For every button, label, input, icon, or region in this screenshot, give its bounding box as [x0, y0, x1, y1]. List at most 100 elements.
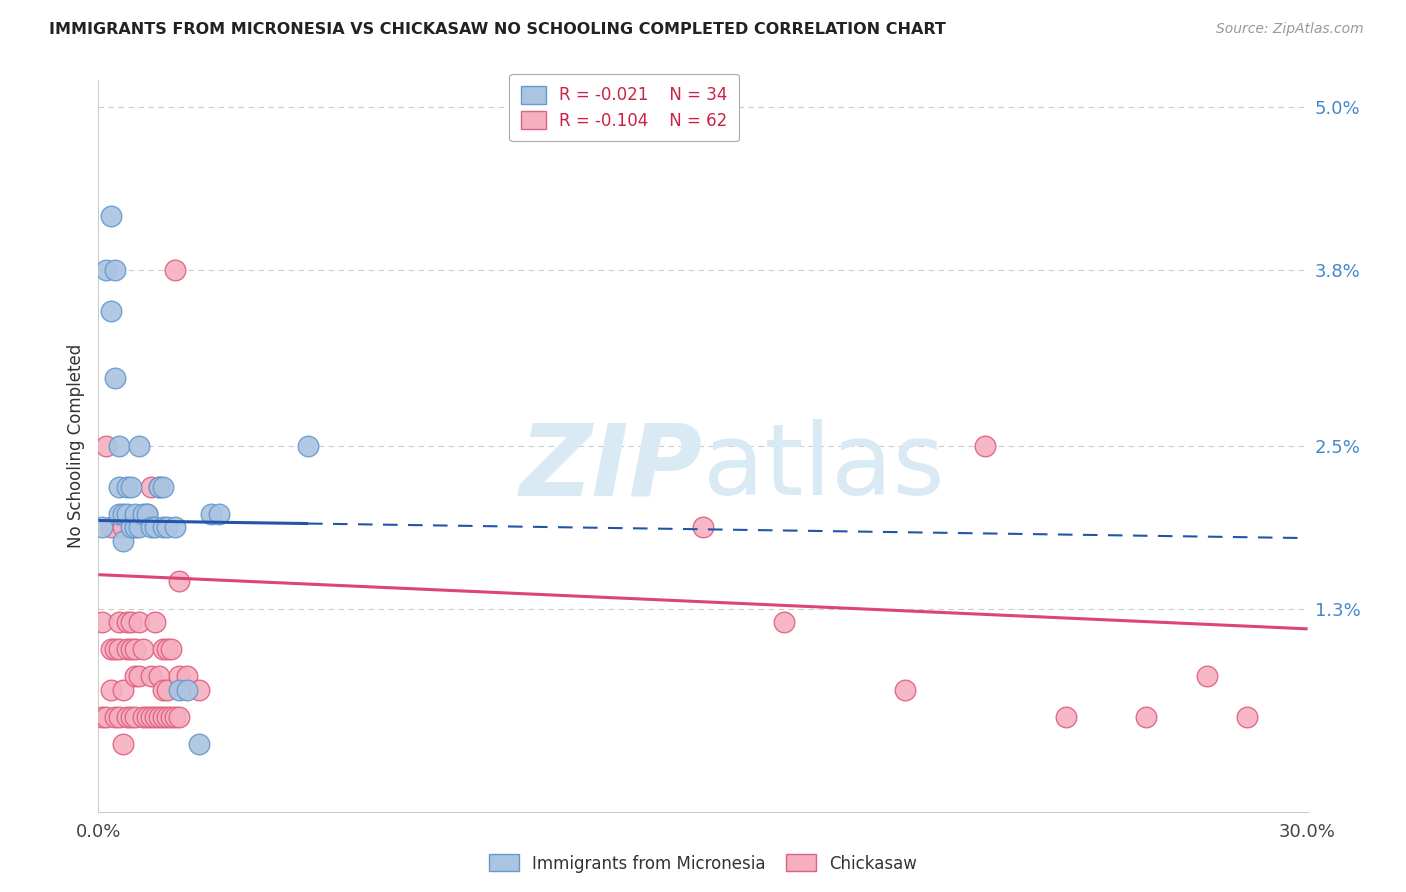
Point [91, 615, 114, 629]
Point [139, 710, 162, 724]
Point [128, 669, 150, 683]
Point [297, 439, 319, 453]
Point [103, 371, 125, 385]
Point [692, 520, 714, 534]
Point [128, 615, 150, 629]
Legend: Immigrants from Micronesia, Chickasaw: Immigrants from Micronesia, Chickasaw [482, 847, 924, 880]
Point [96, 710, 118, 724]
Point [124, 520, 146, 534]
Legend: R = -0.021    N = 34, R = -0.104    N = 62: R = -0.021 N = 34, R = -0.104 N = 62 [509, 74, 740, 141]
Point [152, 710, 174, 724]
Point [111, 682, 134, 697]
Point [974, 439, 997, 453]
Point [139, 480, 162, 494]
Point [100, 642, 122, 657]
Point [100, 209, 122, 223]
Point [143, 520, 166, 534]
Point [107, 710, 129, 724]
Point [772, 615, 794, 629]
Point [163, 263, 186, 277]
Point [160, 710, 183, 724]
Point [103, 642, 125, 657]
Point [120, 642, 142, 657]
Point [115, 710, 138, 724]
Point [100, 682, 122, 697]
Point [115, 507, 138, 521]
Point [115, 642, 138, 657]
Point [111, 533, 134, 548]
Point [152, 682, 174, 697]
Point [91, 520, 114, 534]
Y-axis label: No Schooling Completed: No Schooling Completed [66, 344, 84, 548]
Point [200, 507, 222, 521]
Point [152, 520, 174, 534]
Point [152, 480, 174, 494]
Point [143, 615, 166, 629]
Point [176, 669, 198, 683]
Point [103, 263, 125, 277]
Point [100, 520, 122, 534]
Point [148, 480, 170, 494]
Point [1054, 710, 1077, 724]
Point [128, 520, 150, 534]
Point [91, 710, 114, 724]
Point [188, 682, 211, 697]
Point [176, 682, 198, 697]
Point [167, 682, 190, 697]
Point [132, 642, 155, 657]
Point [143, 710, 166, 724]
Point [135, 507, 157, 521]
Point [124, 520, 146, 534]
Point [120, 480, 142, 494]
Point [96, 263, 118, 277]
Text: atlas: atlas [703, 419, 945, 516]
Point [115, 480, 138, 494]
Point [135, 507, 157, 521]
Point [167, 574, 190, 589]
Point [100, 303, 122, 318]
Point [124, 507, 146, 521]
Point [156, 642, 179, 657]
Point [96, 439, 118, 453]
Point [160, 642, 183, 657]
Text: Source: ZipAtlas.com: Source: ZipAtlas.com [1216, 22, 1364, 37]
Point [124, 669, 146, 683]
Point [107, 642, 129, 657]
Point [148, 669, 170, 683]
Point [107, 507, 129, 521]
Point [107, 439, 129, 453]
Point [1195, 669, 1218, 683]
Point [115, 615, 138, 629]
Point [1135, 710, 1157, 724]
Point [167, 669, 190, 683]
Point [124, 710, 146, 724]
Point [893, 682, 915, 697]
Point [156, 682, 179, 697]
Point [107, 480, 129, 494]
Point [156, 710, 179, 724]
Point [148, 710, 170, 724]
Text: ZIP: ZIP [520, 419, 703, 516]
Point [1236, 710, 1258, 724]
Point [132, 507, 155, 521]
Point [111, 507, 134, 521]
Point [148, 480, 170, 494]
Point [167, 710, 190, 724]
Point [124, 642, 146, 657]
Point [120, 520, 142, 534]
Point [132, 710, 155, 724]
Point [139, 520, 162, 534]
Point [163, 710, 186, 724]
Point [120, 615, 142, 629]
Point [188, 737, 211, 751]
Point [103, 710, 125, 724]
Point [139, 669, 162, 683]
Point [156, 520, 179, 534]
Text: IMMIGRANTS FROM MICRONESIA VS CHICKASAW NO SCHOOLING COMPLETED CORRELATION CHART: IMMIGRANTS FROM MICRONESIA VS CHICKASAW … [49, 22, 946, 37]
Point [120, 710, 142, 724]
Point [152, 642, 174, 657]
Point [135, 710, 157, 724]
Point [111, 737, 134, 751]
Point [208, 507, 231, 521]
Point [163, 520, 186, 534]
